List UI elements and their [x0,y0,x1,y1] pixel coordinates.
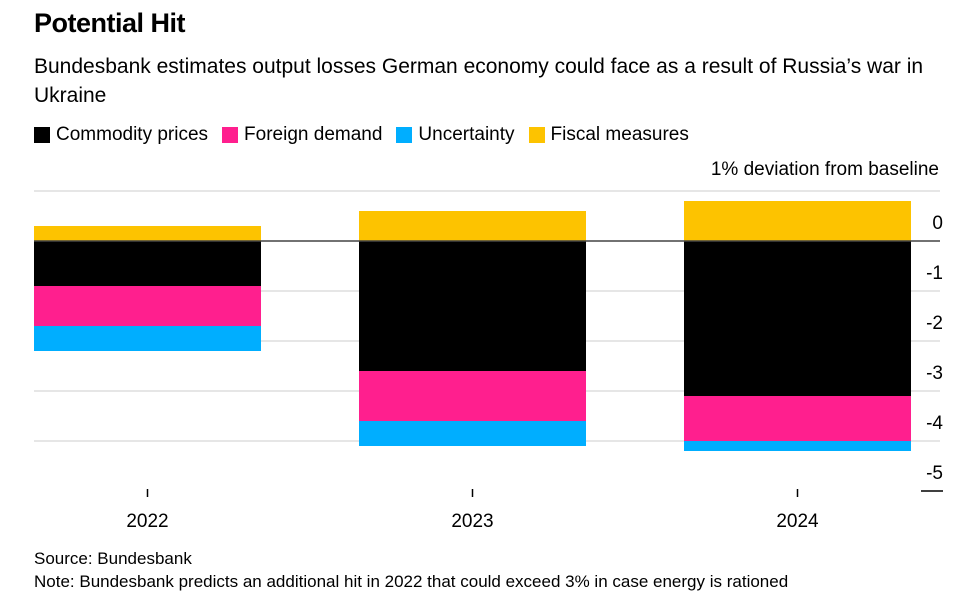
bar-2024-commodity-prices [684,241,911,396]
legend-label: Commodity prices [56,124,209,145]
bar-2023-uncertainty [359,421,586,446]
y-tick-label: -4 [926,413,943,434]
note: Note: Bundesbank predicts an additional … [34,572,789,591]
legend-swatch [528,127,545,143]
x-tick-label: 2023 [451,511,493,532]
legend-item-uncertainty: Uncertainty [396,124,515,146]
x-tick-label: 2024 [776,511,819,532]
bar-2022-uncertainty [34,326,261,351]
bar-2022-fiscal-measures [34,226,261,241]
y-tick-label: -3 [926,363,943,384]
legend-item-fiscal: Fiscal measures [528,124,689,146]
legend-item-foreign-demand: Foreign demand [222,124,382,146]
x-tick-label: 2022 [126,511,168,532]
source: Source: Bundesbank [34,549,192,568]
bar-2023-fiscal-measures [359,211,586,241]
bar-2024-foreign-demand [684,396,911,441]
bar-2024-uncertainty [684,441,911,451]
bar-2022-commodity-prices [34,241,261,286]
chart-subtitle: Bundesbank estimates output losses Germa… [34,55,924,107]
legend-label: Foreign demand [244,124,383,145]
bar-2022-foreign-demand [34,286,261,326]
legend: Commodity prices Foreign demand Uncertai… [34,124,689,146]
y-tick-label: -1 [926,263,943,284]
bar-2024-fiscal-measures [684,201,911,241]
legend-swatch [34,127,50,143]
y-axis-label: 1% deviation from baseline [710,159,939,180]
legend-swatch [396,127,413,143]
y-tick-label: -2 [926,313,943,334]
y-tick-label: -5 [926,463,943,484]
bar-2023-commodity-prices [359,241,586,371]
legend-label: Fiscal measures [550,124,689,145]
legend-item-commodity: Commodity prices [34,124,208,146]
chart-title: Potential Hit [34,8,186,38]
y-tick-label: 0 [932,213,943,234]
legend-label: Uncertainty [418,124,515,145]
bar-2023-foreign-demand [359,371,586,421]
legend-swatch [222,127,239,143]
